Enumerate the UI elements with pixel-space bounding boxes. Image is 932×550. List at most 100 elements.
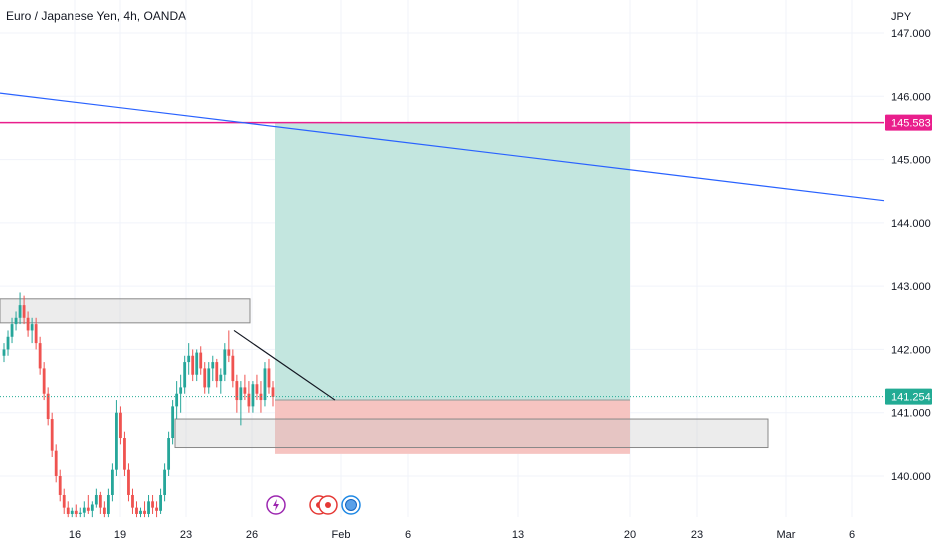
- candle-body: [70, 510, 74, 514]
- price-tag-label: 141.254: [891, 392, 931, 404]
- candle-body: [74, 510, 78, 514]
- profit-zone[interactable]: [275, 122, 630, 401]
- candle-body: [127, 469, 130, 495]
- price-tag[interactable]: 141.254: [885, 388, 932, 405]
- candle-body: [151, 501, 154, 508]
- x-tick-label: Mar: [777, 529, 796, 541]
- x-tick-label: 6: [849, 529, 855, 541]
- currency-label: JPY: [891, 11, 912, 23]
- candle-body: [191, 355, 195, 375]
- y-tick-label: 142.000: [891, 344, 931, 356]
- candle-body: [171, 406, 175, 439]
- candle-body: [155, 507, 158, 511]
- candle-body: [143, 510, 146, 514]
- candle-body: [90, 504, 94, 511]
- y-tick-label: 145.000: [891, 155, 931, 167]
- candle-body: [271, 387, 275, 397]
- candle-body: [167, 438, 171, 470]
- candle-body: [195, 352, 199, 375]
- x-tick-label: 26: [246, 529, 258, 541]
- candle-body: [2, 349, 6, 356]
- lightning-glyph: [273, 499, 279, 511]
- candle-body: [247, 393, 251, 407]
- candles: [2, 292, 275, 518]
- candle-body: [255, 384, 259, 394]
- candle-body: [82, 507, 86, 513]
- lightning-marker-icon[interactable]: [266, 495, 286, 515]
- candle-body: [14, 317, 18, 325]
- candle-body: [78, 512, 82, 514]
- price-tag-label: 145.583: [891, 118, 931, 130]
- candle-body: [243, 387, 247, 394]
- candle-body: [98, 494, 102, 508]
- candle-body: [42, 368, 46, 394]
- candle-body: [50, 419, 54, 451]
- price-tag-bg: [885, 114, 932, 131]
- zones[interactable]: [0, 122, 769, 454]
- y-tick-label: 147.000: [891, 28, 931, 40]
- candle-body: [175, 393, 179, 407]
- trend-line[interactable]: [0, 92, 885, 202]
- y-tick-label: 144.000: [891, 218, 931, 230]
- supply-zone[interactable]: [0, 298, 251, 324]
- candle-body: [163, 469, 167, 495]
- candle-body: [46, 393, 50, 420]
- candle-body: [199, 352, 203, 369]
- candle-body: [267, 368, 271, 388]
- candle-body: [58, 476, 62, 495]
- x-tick-label: 23: [691, 529, 703, 541]
- candle-body: [102, 507, 106, 514]
- y-tick-label: 143.000: [891, 281, 931, 293]
- chart-title: Euro / Japanese Yen, 4h, OANDA: [6, 9, 187, 23]
- demand-zone[interactable]: [174, 418, 769, 449]
- candle-body: [139, 510, 142, 514]
- y-tick-label: 146.000: [891, 91, 931, 103]
- candle-body: [119, 412, 122, 439]
- candle-body: [10, 324, 14, 337]
- candle-body: [223, 349, 227, 375]
- x-tick-label: 20: [624, 529, 636, 541]
- candle-body: [18, 305, 22, 318]
- candle-body: [94, 494, 98, 505]
- drawing-lines[interactable]: [0, 92, 885, 401]
- event-markers[interactable]: [266, 495, 361, 515]
- candle-body: [54, 450, 58, 476]
- candle-body: [263, 368, 267, 401]
- x-tick-label: 6: [405, 529, 411, 541]
- candle-body: [227, 349, 231, 356]
- candle-body: [123, 438, 126, 470]
- loss-zone[interactable]: [275, 400, 630, 454]
- x-tick-label: 16: [69, 529, 81, 541]
- globe-glyph: [345, 499, 357, 511]
- candle-body: [106, 494, 110, 514]
- candle-body: [131, 494, 134, 508]
- candle-body: [183, 362, 187, 388]
- candle-body: [211, 362, 215, 369]
- candle-body: [147, 501, 150, 514]
- x-tick-label: 23: [180, 529, 192, 541]
- y-axis[interactable]: JPY 147.000 146.000 145.000 144.000 143.000 1…: [885, 11, 932, 483]
- candle-body: [62, 494, 66, 508]
- x-tick-label: 19: [114, 529, 126, 541]
- price-tag[interactable]: 145.583: [885, 114, 932, 131]
- candle-body: [110, 469, 114, 495]
- candle-body: [30, 324, 34, 331]
- candle-body: [179, 387, 183, 394]
- candle-body: [203, 368, 207, 388]
- globe-marker-icon[interactable]: [341, 495, 361, 515]
- candle-body: [135, 507, 138, 514]
- candle-body: [115, 412, 118, 470]
- x-axis[interactable]: 16 19 23 26 Feb 6 13 20 23 Mar 6: [69, 529, 855, 541]
- triangle-line[interactable]: [233, 329, 336, 401]
- candle-body: [235, 381, 239, 401]
- candle-body: [251, 384, 255, 407]
- candle-body: [159, 494, 162, 511]
- candle-body: [215, 362, 219, 382]
- x-tick-label: 13: [512, 529, 524, 541]
- record-marker-icon[interactable]: [318, 495, 338, 515]
- candle-body: [38, 343, 42, 369]
- x-tick-label: Feb: [332, 529, 351, 541]
- price-tag-bg: [885, 388, 932, 405]
- candle-body: [231, 355, 235, 382]
